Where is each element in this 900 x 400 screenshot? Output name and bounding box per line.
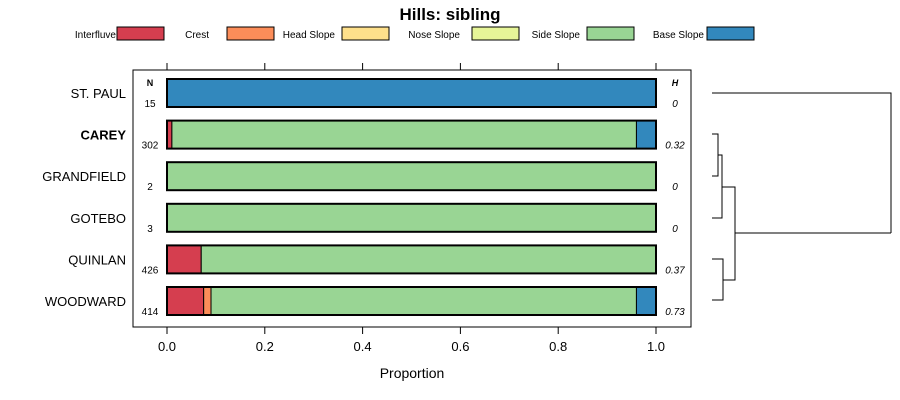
dendrogram-branch	[712, 280, 724, 301]
legend-swatch	[226, 26, 275, 41]
n-value: 302	[142, 141, 159, 152]
dendrogram-branch	[712, 187, 723, 219]
bar-segment	[166, 244, 202, 274]
row-labels: ST. PAUL 15 0 CAREY 302 0.32 GRANDFIELD 2 0 GOTEB…	[42, 86, 685, 318]
legend: Interfluve Crest Head Slope Nose Slope Side …	[75, 26, 755, 41]
category-label: GOTEBO	[70, 211, 126, 226]
dendrogram-branch	[712, 92, 892, 233]
category-label: CAREY	[80, 128, 126, 143]
legend-label: Crest	[185, 30, 209, 41]
bar-segment	[166, 286, 205, 316]
x-axis: 0.0 0.2 0.4 0.6 0.8 1.0	[158, 63, 665, 354]
h-value: 0.73	[665, 307, 685, 318]
x-tick-label: 0.0	[158, 339, 176, 354]
x-tick-label: 1.0	[647, 339, 665, 354]
h-value: 0	[672, 182, 678, 193]
bar-segment	[166, 78, 657, 108]
dendrogram-branch	[712, 133, 719, 155]
n-header: N	[147, 78, 154, 88]
dendrogram-branch	[723, 233, 736, 281]
legend-label: Head Slope	[283, 30, 336, 41]
bar-outline	[166, 78, 657, 108]
legend-label: Side Slope	[532, 30, 581, 41]
category-label: QUINLAN	[68, 252, 126, 267]
n-value: 2	[147, 182, 153, 193]
bar-segment	[166, 161, 657, 191]
bar-segment	[166, 203, 657, 233]
legend-label: Base Slope	[653, 30, 705, 41]
legend-swatch	[586, 26, 635, 41]
legend-label: Interfluve	[75, 30, 117, 41]
legend-swatch	[706, 26, 755, 41]
legend-swatch	[471, 26, 520, 41]
n-value: 3	[147, 224, 153, 235]
category-label: WOODWARD	[45, 294, 126, 309]
bar-segment	[635, 286, 657, 316]
bar-outline	[166, 161, 657, 192]
h-header: H	[672, 78, 679, 88]
h-value: 0	[672, 224, 678, 235]
legend-swatch	[116, 26, 165, 41]
n-value: 15	[144, 99, 156, 110]
category-label: ST. PAUL	[71, 86, 126, 101]
plot-frame	[132, 69, 692, 328]
bar-segment	[210, 286, 637, 316]
bar-segment	[200, 244, 657, 274]
h-value: 0.37	[665, 265, 685, 276]
bars	[166, 78, 657, 316]
dendrogram-branch	[712, 155, 719, 177]
n-value: 414	[142, 307, 159, 318]
legend-label: Nose Slope	[408, 30, 460, 41]
bar-outline	[166, 119, 657, 150]
bar-outline	[166, 202, 657, 233]
legend-swatch	[341, 26, 390, 41]
x-tick-label: 0.2	[256, 339, 274, 354]
x-tick-label: 0.8	[549, 339, 567, 354]
h-value: 0.32	[665, 141, 685, 152]
category-label: GRANDFIELD	[42, 169, 126, 184]
chart-title: Hills: sibling	[399, 5, 500, 24]
bar-outline	[166, 244, 657, 275]
bar-segment	[203, 286, 212, 316]
bar-outline	[166, 286, 657, 316]
bar-segment	[635, 120, 657, 150]
x-axis-title: Proportion	[380, 365, 445, 381]
dendrogram-branch	[722, 186, 736, 233]
dendrogram-branch	[712, 258, 724, 280]
n-value: 426	[142, 265, 159, 276]
h-value: 0	[672, 99, 678, 110]
bar-segment	[171, 120, 637, 150]
x-tick-label: 0.4	[354, 339, 372, 354]
dendrogram	[712, 92, 892, 301]
dendrogram-branch	[718, 154, 723, 187]
x-tick-label: 0.6	[451, 339, 469, 354]
